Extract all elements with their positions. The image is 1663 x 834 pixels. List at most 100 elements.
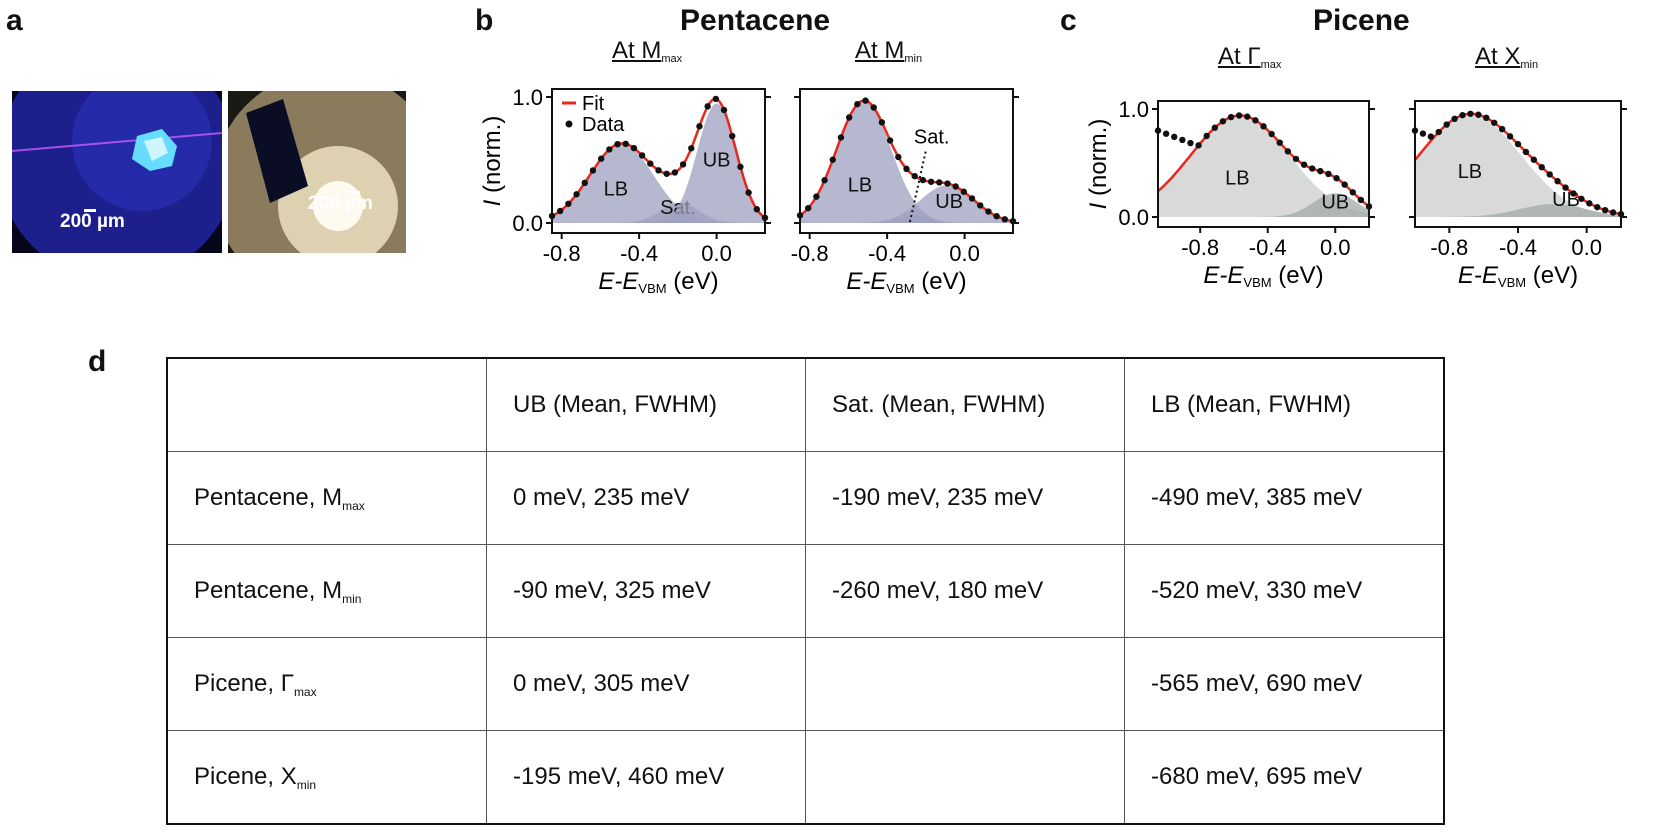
legend-data-swatch xyxy=(565,120,573,128)
table-header-cell: Sat. (Mean, FWHM) xyxy=(805,357,1125,452)
data-point xyxy=(630,144,638,152)
data-point xyxy=(1435,128,1442,136)
data-point xyxy=(1252,117,1259,124)
data-point xyxy=(1195,142,1202,149)
data-point xyxy=(870,104,877,111)
legend-fit-label: Fit xyxy=(582,93,605,115)
x-label-main: E-E xyxy=(598,268,639,295)
data-point xyxy=(1609,209,1617,216)
table-header-cell xyxy=(166,357,487,452)
data-point xyxy=(671,169,679,176)
data-point xyxy=(1227,113,1235,121)
y-axis-label: I (norm.) xyxy=(1085,119,1112,210)
data-point xyxy=(1594,203,1601,211)
data-point xyxy=(977,202,984,209)
data-point xyxy=(1483,114,1490,122)
data-point xyxy=(944,180,951,187)
y-axis-label: I (norm.) xyxy=(479,116,506,207)
x-tick-label: -0.4 xyxy=(868,241,906,266)
x-label-sub: VBM xyxy=(886,281,914,296)
data-point xyxy=(878,119,886,126)
plot-frame xyxy=(1157,100,1370,228)
table-row: Pentacene, Mmax 0 meV, 235 meV -190 meV,… xyxy=(166,451,1445,545)
data-point xyxy=(936,179,943,186)
panel-label-c: c xyxy=(1060,4,1077,37)
data-point xyxy=(1546,171,1553,178)
panel-label-a: a xyxy=(6,4,23,37)
data-point xyxy=(829,156,836,163)
x-label-main: E-E xyxy=(1203,262,1244,289)
data-point xyxy=(993,212,1000,220)
lb-cell: -565 meV, 690 meV xyxy=(1124,637,1445,731)
plot-frame xyxy=(551,88,766,234)
sat-cell: -190 meV, 235 meV xyxy=(805,451,1125,545)
y-label-unit: (norm.) xyxy=(479,116,506,200)
data-point xyxy=(1219,118,1227,125)
data-point xyxy=(1451,115,1458,123)
data-point xyxy=(1349,189,1356,196)
x-tick-label: -0.8 xyxy=(1430,235,1468,260)
data-point xyxy=(919,176,927,184)
data-point xyxy=(745,189,752,196)
data-point xyxy=(1333,175,1340,182)
lb-cell: -490 meV, 385 meV xyxy=(1124,451,1445,545)
component-area-ub xyxy=(552,103,765,223)
table-header-cell: LB (Mean, FWHM) xyxy=(1124,357,1445,452)
panel-label-d: d xyxy=(88,345,107,378)
x-tick-label: -0.8 xyxy=(543,241,581,266)
data-point xyxy=(614,140,621,148)
data-point xyxy=(821,177,828,184)
row-label: Pentacene, Mmax xyxy=(166,451,487,545)
x-tick-label: -0.4 xyxy=(1499,235,1537,260)
chart-title-pent-max: At Mmax xyxy=(612,37,683,65)
data-point xyxy=(1427,133,1435,140)
x-tick-label: 0.0 xyxy=(1571,235,1602,260)
data-point xyxy=(638,152,646,159)
y-tick-label: 1.0 xyxy=(1118,97,1149,122)
y-tick-label: 1.0 xyxy=(512,85,543,110)
x-tick-label: -0.8 xyxy=(791,241,829,266)
data-point xyxy=(1530,156,1538,163)
data-point xyxy=(1179,136,1186,144)
data-point xyxy=(903,165,910,173)
data-point xyxy=(1554,178,1561,185)
data-point xyxy=(1244,113,1251,120)
component-label: UB xyxy=(1321,191,1349,213)
chart-pent-max: LBSat.UB0.01.0-0.8-0.40.0E-EVBM (eV)I (n… xyxy=(479,85,771,296)
data-point xyxy=(712,95,720,103)
x-label-unit: (eV) xyxy=(667,268,719,295)
spectra-charts: LBSat.UB0.01.0-0.8-0.40.0E-EVBM (eV)I (n… xyxy=(479,85,1627,296)
data-point xyxy=(1562,184,1569,191)
component-label: LB xyxy=(1458,161,1482,183)
data-point xyxy=(911,172,918,180)
data-point xyxy=(565,200,572,207)
data-point xyxy=(886,137,894,144)
data-point xyxy=(1419,130,1427,137)
component-label: UB xyxy=(703,149,731,171)
x-axis-label: E-EVBM (eV) xyxy=(846,268,966,296)
component-area-lb xyxy=(1415,114,1621,217)
data-point xyxy=(1514,140,1522,148)
x-tick-label: -0.8 xyxy=(1181,235,1219,260)
data-point xyxy=(813,193,820,200)
data-point xyxy=(1506,133,1514,140)
data-point xyxy=(1001,216,1009,223)
data-point xyxy=(1276,139,1283,146)
data-point xyxy=(960,188,968,195)
data-point xyxy=(556,207,564,215)
component-area-ub xyxy=(1415,204,1621,217)
data-point xyxy=(1475,111,1482,118)
x-label-sub: VBM xyxy=(638,281,666,296)
sat-cell xyxy=(805,730,1125,825)
data-point xyxy=(1317,167,1324,175)
y-label-unit: (norm.) xyxy=(1085,119,1112,203)
data-point xyxy=(1357,196,1365,204)
data-point xyxy=(729,132,736,140)
data-point xyxy=(1203,132,1210,140)
data-point xyxy=(968,195,976,202)
crystal-photo-pentacene: 200 µm xyxy=(12,91,222,253)
x-label-main: E-E xyxy=(846,268,887,295)
component-area-ub xyxy=(1158,193,1369,217)
